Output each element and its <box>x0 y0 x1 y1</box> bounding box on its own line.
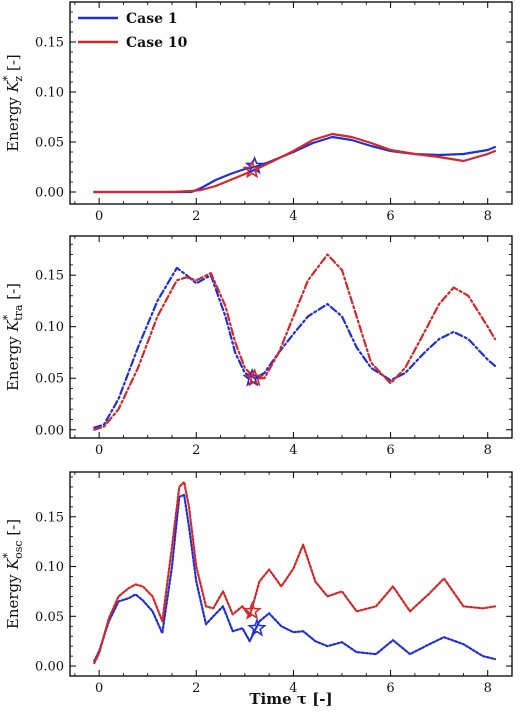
x-tick-label: 8 <box>484 681 492 696</box>
star-marker-case-10 <box>242 601 262 620</box>
panels-group: 0 2 4 6 8 0.00 0.05 0.10 0.15 Energy K*z [-] Case … <box>1 1 513 696</box>
y-axis-label: Energy K*z [-] <box>1 54 25 152</box>
x-tick-label: 0 <box>95 209 103 224</box>
x-tick-label: 0 <box>95 443 103 458</box>
legend-label: Case 1 <box>126 11 178 27</box>
star-marker-case-10 <box>242 159 262 179</box>
y-axis-label: Energy K*tra [-] <box>1 283 25 391</box>
axes-frame <box>69 471 513 677</box>
y-tick-label: 0.05 <box>35 610 64 625</box>
x-tick-label: 2 <box>192 209 200 224</box>
x-tick-label: 4 <box>289 209 297 224</box>
y-tick-label: 0.10 <box>35 320 64 335</box>
y-tick-label: 0.15 <box>35 510 64 525</box>
y-tick-label: 0.05 <box>35 136 64 151</box>
y-tick-label: 0.10 <box>35 86 64 101</box>
x-tick-label: 8 <box>484 443 492 458</box>
x-tick-label: 4 <box>289 681 297 696</box>
star-marker-case-1 <box>247 617 267 637</box>
axes-frame <box>69 1 513 205</box>
star-marker-case-1 <box>244 155 265 175</box>
legend-label: Case 10 <box>126 35 188 51</box>
series-line-case-1 <box>93 493 497 663</box>
x-tick-label: 0 <box>95 681 103 696</box>
series-line-case-1 <box>93 266 497 429</box>
x-tick-label: 6 <box>386 443 394 458</box>
y-tick-label: 0.15 <box>35 36 64 51</box>
y-axis-label: Energy K*osc [-] <box>1 519 25 629</box>
y-tick-label: 0.00 <box>35 186 64 201</box>
y-tick-label: 0.15 <box>35 269 64 284</box>
x-tick-label: 6 <box>386 681 394 696</box>
x-tick-label: 2 <box>192 681 200 696</box>
series-line-case-10 <box>93 132 497 194</box>
x-tick-label: 8 <box>484 209 492 224</box>
panel-ktra: 0 2 4 6 8 0.00 0.05 0.10 0.15 Energy K*tra [-] <box>1 235 513 458</box>
y-tick-label: 0.10 <box>35 560 64 575</box>
legend: Case 1 Case 10 <box>78 11 188 51</box>
x-tick-label: 2 <box>192 443 200 458</box>
y-tick-label: 0.00 <box>35 423 64 438</box>
series-line-case-10 <box>93 480 497 665</box>
star-marker-case-10 <box>244 367 265 387</box>
x-tick-label: 6 <box>386 209 394 224</box>
y-tick-label: 0.05 <box>35 372 64 387</box>
series-line-case-10 <box>93 253 497 431</box>
panel-kz: 0 2 4 6 8 0.00 0.05 0.10 0.15 Energy K*z [-] Case … <box>1 1 513 224</box>
panel-kosc: 0 2 4 6 8 0.00 0.05 0.10 0.15 Energy K*osc [-] <box>1 471 513 696</box>
series-line-case-1 <box>93 135 497 194</box>
x-axis-label: Time τ [-] <box>249 690 332 708</box>
x-tick-label: 4 <box>289 443 297 458</box>
y-tick-label: 0.00 <box>35 660 64 675</box>
